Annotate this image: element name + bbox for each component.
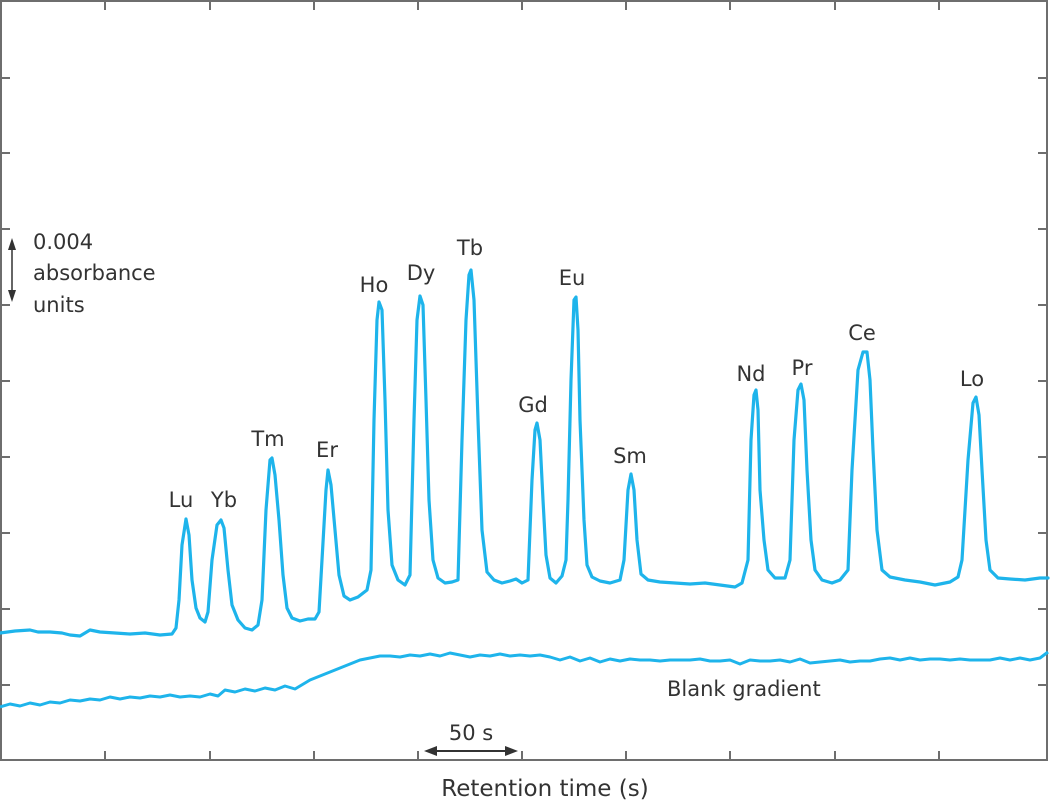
peak-label-lo: Lo [960, 367, 984, 391]
y-scale-bar [8, 238, 16, 302]
peak-label-ce: Ce [848, 321, 876, 345]
x-scale-label: 50 s [449, 721, 493, 745]
x-scale-bar [424, 746, 518, 756]
peak-label-er: Er [316, 438, 338, 462]
peak-label-gd: Gd [518, 393, 548, 417]
peak-label-sm: Sm [613, 444, 647, 468]
peak-label-tm: Tm [250, 427, 284, 451]
peak-label-yb: Yb [210, 488, 237, 512]
plot-frame [0, 0, 1048, 761]
peak-label-ho: Ho [360, 273, 389, 297]
peak-label-eu: Eu [559, 266, 586, 290]
blank-gradient-label: Blank gradient [667, 677, 821, 701]
peak-label-dy: Dy [407, 261, 436, 285]
blank-gradient-trace [0, 650, 1049, 709]
peak-label-tb: Tb [456, 236, 483, 260]
peak-labels: Lu Yb Tm Er Ho Dy Tb Gd Eu Sm Nd Pr Ce L… [169, 236, 984, 512]
x-axis-ticks [104, 1, 940, 760]
x-axis-title: Retention time (s) [441, 776, 648, 802]
peak-label-nd: Nd [736, 362, 765, 386]
peak-label-lu: Lu [169, 488, 194, 512]
peak-label-pr: Pr [792, 356, 813, 380]
y-scale-unit-line1: absorbance [33, 261, 156, 285]
y-scale-value: 0.004 [33, 230, 93, 254]
y-scale-unit-line2: units [33, 293, 85, 317]
y-axis-ticks [1, 77, 1047, 686]
sample-trace [0, 268, 1050, 638]
